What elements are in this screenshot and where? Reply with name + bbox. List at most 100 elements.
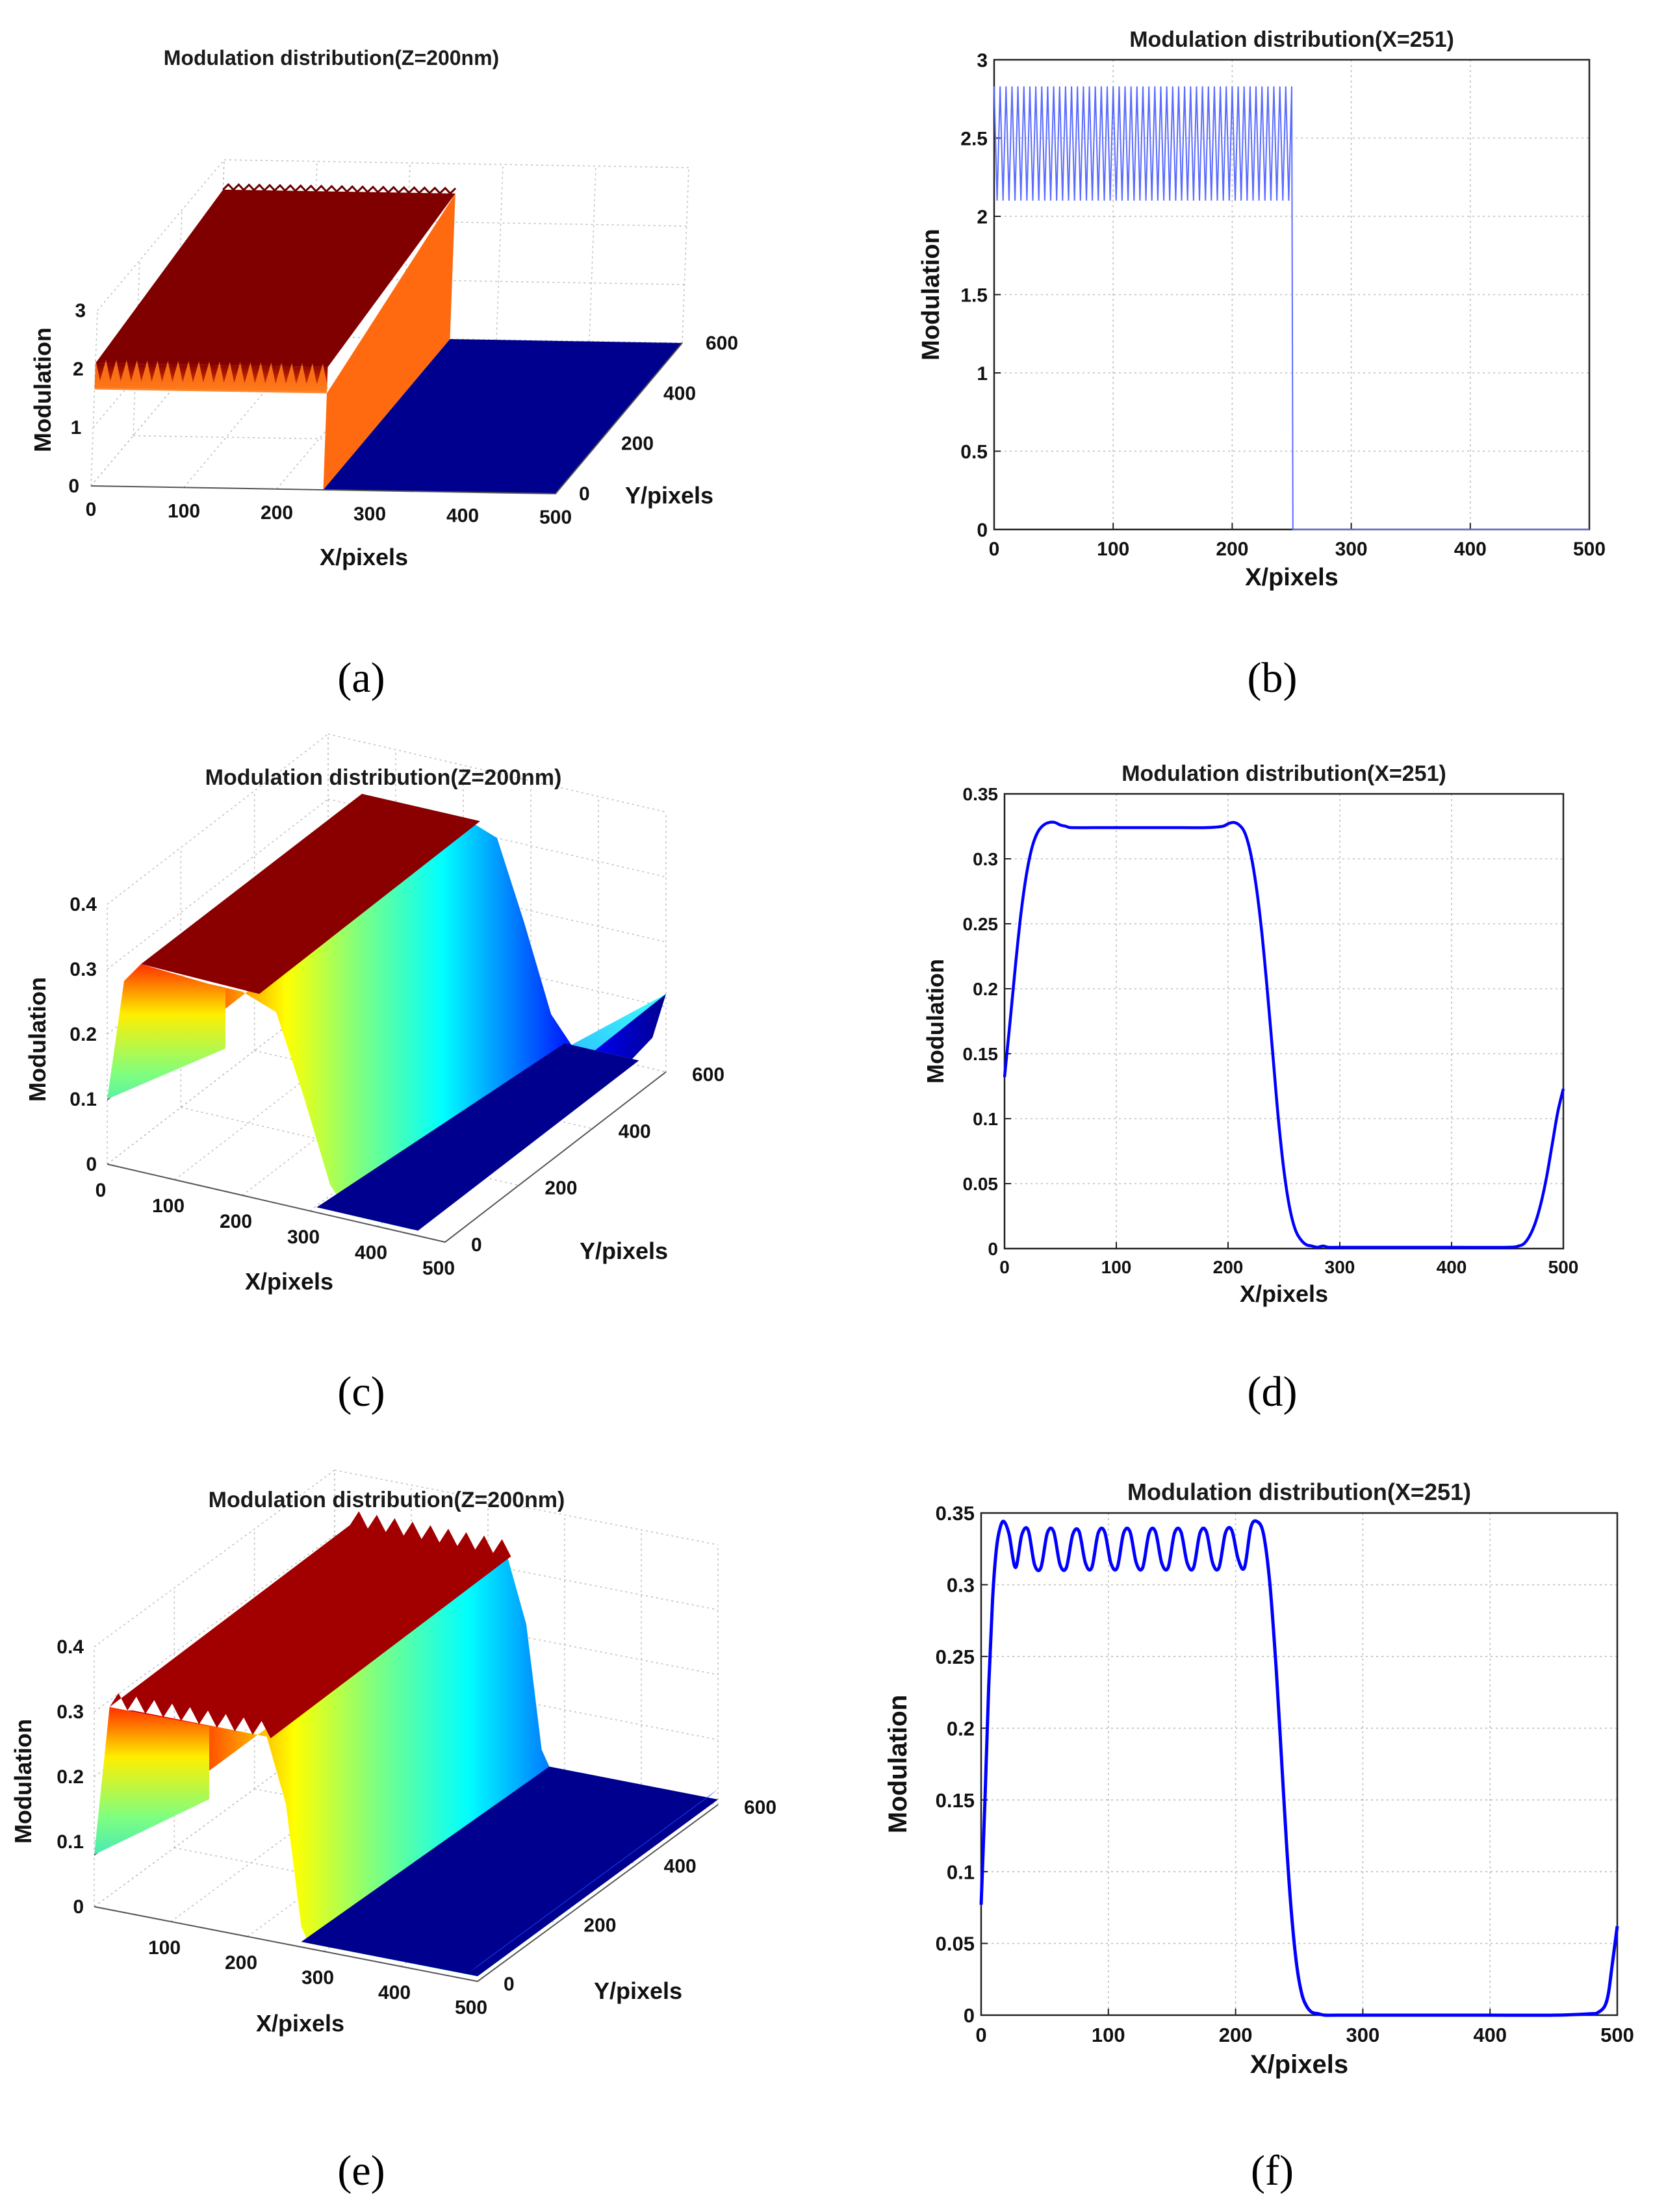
y-axis-label: Modulation [884, 1695, 912, 1833]
chart-title: Modulation distribution(X=251) [1121, 761, 1446, 786]
panel-caption: (b) [1248, 654, 1298, 702]
chart-title: Modulation distribution(Z=200nm) [164, 46, 499, 70]
x-tick-label: 0 [975, 2024, 986, 2046]
y-tick-label: 0.15 [936, 1789, 975, 1812]
x-axis-label: X/pixels [1250, 2050, 1348, 2079]
x-tick-label: 0 [96, 1180, 107, 1201]
panel-caption: (c) [337, 1368, 385, 1416]
x-tick-label: 300 [353, 503, 386, 525]
left-grid-y [133, 260, 140, 436]
x-tick-label: 400 [378, 1982, 411, 2003]
y-tick-label: 0.05 [936, 1933, 975, 1955]
x-tick-label: 500 [539, 507, 572, 528]
chart-e: 100 200 300 400 500 0 200 400 600 0 0.1 0.2 0.3 0.4 Mo… [10, 1469, 776, 2194]
y-tick-label: 1.5 [960, 285, 988, 306]
x-tick-label: 500 [422, 1258, 455, 1279]
y-tick-label: 0.25 [936, 1646, 975, 1668]
chart-title: Modulation distribution(Z=200nm) [209, 1488, 565, 1512]
chart-a: 0 100 200 300 400 500 0 200 400 600 0 1 2 3 Modulation… [29, 46, 738, 702]
panel-caption: (e) [337, 2147, 385, 2194]
y-axis-label: Modulation [917, 229, 945, 361]
back-grid-x [682, 167, 689, 344]
z-axis-label: Modulation [10, 1719, 36, 1844]
x-tick-label: 200 [1219, 2024, 1253, 2046]
x-tick-label: 400 [355, 1242, 387, 1264]
panel-caption: (f) [1251, 2147, 1294, 2194]
left-face [107, 964, 225, 1164]
y-tick-label: 400 [619, 1121, 651, 1142]
y-tick-label: 0.3 [947, 1574, 975, 1597]
y-tick-label: 600 [744, 1797, 776, 1818]
y-tick-label: 0.35 [936, 1502, 975, 1525]
left-face [94, 1707, 209, 1907]
y-tick-label: 400 [664, 1856, 697, 1877]
y-tick-label: 0.15 [963, 1044, 999, 1064]
z-axis-label: Modulation [29, 327, 56, 452]
chart-title: Modulation distribution(Z=200nm) [205, 765, 562, 790]
z-tick-label: 0.3 [70, 959, 97, 980]
x-tick-label: 400 [1454, 539, 1487, 560]
y-tick-label: 0 [471, 1234, 482, 1256]
z-tick-label: 0 [73, 1896, 84, 1918]
y-tick-label: 0.35 [963, 784, 999, 804]
z-tick-label: 2 [73, 359, 84, 380]
y-tick-label: 2.5 [960, 128, 988, 149]
x-tick-label: 300 [1325, 1257, 1355, 1277]
x-tick-label: 100 [148, 1937, 181, 1959]
y-axis-label: Y/pixels [625, 482, 713, 509]
x-tick-label: 100 [168, 500, 200, 522]
z-tick-label: 1 [71, 417, 82, 439]
y-tick-label: 200 [583, 1914, 616, 1936]
x-tick-label: 0 [86, 499, 97, 520]
x-axis-label: X/pixels [245, 1268, 333, 1295]
y-tick-label: 0.5 [960, 441, 988, 463]
panel-caption: (d) [1248, 1368, 1298, 1416]
y-tick-label: 0.3 [973, 849, 998, 869]
x-tick-label: 500 [1573, 539, 1606, 560]
x-tick-label: 100 [1097, 539, 1129, 560]
x-tick-label: 500 [1600, 2024, 1634, 2046]
plateau-top [141, 794, 480, 994]
y-tick-label: 2 [977, 207, 988, 228]
x-tick-label: 300 [287, 1227, 320, 1248]
x-tick-label: 500 [455, 1997, 487, 2018]
z-tick-label: 0.2 [70, 1024, 97, 1045]
x-tick-label: 300 [301, 1967, 334, 1989]
y-axis-label: Modulation [922, 959, 949, 1084]
x-tick-label: 100 [1092, 2024, 1125, 2046]
x-axis-label: X/pixels [256, 2010, 344, 2037]
z-tick-label: 0.4 [57, 1636, 84, 1658]
floor-grid-x [183, 336, 311, 488]
z-axis-label: Modulation [24, 977, 51, 1102]
x-axis-label: X/pixels [320, 544, 408, 570]
front-spikes [94, 359, 327, 394]
y-tick-label: 0 [579, 483, 590, 505]
y-tick-label: 0 [977, 520, 988, 541]
left-grid-z [92, 276, 220, 428]
chart-d: 0 100 200 300 400 500 0 0.05 0.1 0.15 0.2 0.25 0.3 0.… [922, 761, 1578, 1416]
x-tick-label: 200 [1216, 539, 1248, 560]
chart-c: 0 100 200 300 400 500 0 200 400 600 0 0.1 0.2 0.3 0.4 M… [24, 733, 724, 1416]
chart-title: Modulation distribution(X=251) [1127, 1479, 1471, 1505]
x-tick-label: 300 [1346, 2024, 1380, 2046]
left-grid-z [90, 335, 218, 487]
x-tick-label: 200 [261, 502, 293, 524]
left-grid-z [97, 159, 225, 311]
y-tick-label: 0 [988, 1239, 998, 1259]
axis-edge [107, 1071, 667, 1243]
x-tick-label: 200 [1213, 1257, 1244, 1277]
x-axis-label: X/pixels [1245, 564, 1339, 591]
panel-caption: (a) [337, 654, 385, 702]
y-axis-label: Y/pixels [594, 1977, 682, 2004]
x-tick-label: 200 [225, 1952, 257, 1974]
x-axis-label: X/pixels [1240, 1280, 1328, 1307]
axis-edge [94, 1804, 719, 1983]
y-tick-label: 1 [977, 363, 988, 385]
drop-face [323, 193, 455, 490]
y-tick-label: 0.05 [963, 1174, 999, 1194]
x-tick-label: 100 [1101, 1257, 1132, 1277]
y-tick-label: 0.2 [947, 1717, 975, 1740]
z-tick-label: 0.3 [57, 1701, 84, 1723]
x-tick-label: 100 [152, 1195, 185, 1217]
